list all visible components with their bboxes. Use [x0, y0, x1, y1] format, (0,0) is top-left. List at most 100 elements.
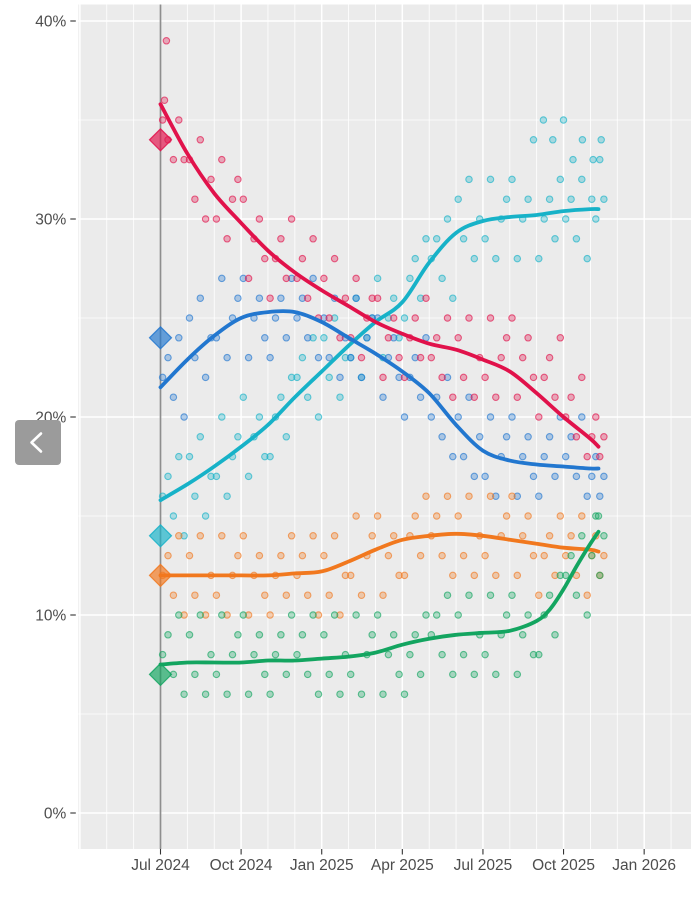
- poll-point: [287, 611, 296, 619]
- poll-point: [373, 611, 382, 619]
- poll-point: [438, 650, 446, 659]
- poll-point: [416, 551, 425, 560]
- poll-point: [567, 433, 575, 441]
- poll-point: [298, 353, 307, 362]
- scroll-left-button[interactable]: [15, 420, 61, 465]
- y-tick-label: 30%: [35, 212, 66, 229]
- poll-point: [266, 353, 274, 362]
- poll-point: [330, 254, 339, 263]
- poll-point: [357, 591, 366, 599]
- poll-point: [535, 254, 543, 263]
- poll-point: [502, 195, 511, 203]
- poll-point: [540, 551, 548, 560]
- poll-point: [513, 670, 522, 679]
- poll-point: [341, 294, 350, 302]
- poll-point: [540, 452, 548, 461]
- poll-point: [309, 235, 317, 243]
- poll-point: [438, 433, 446, 441]
- poll-point: [486, 175, 495, 184]
- poll-point: [540, 373, 548, 382]
- poll-point: [508, 413, 516, 421]
- poll-point: [379, 690, 387, 698]
- poll-point: [277, 551, 285, 560]
- poll-point: [212, 670, 221, 679]
- poll-point: [422, 235, 430, 243]
- poll-point: [432, 611, 441, 619]
- poll-point: [234, 551, 242, 560]
- poll-point: [422, 294, 430, 302]
- x-tick-label: Oct 2025: [532, 857, 595, 874]
- poll-point: [212, 472, 221, 481]
- poll-point: [309, 611, 317, 619]
- poll-point: [346, 353, 355, 362]
- poll-point: [481, 373, 489, 382]
- poll-point: [524, 433, 532, 441]
- poll-point: [287, 532, 296, 540]
- poll-point: [298, 254, 307, 263]
- poll-point: [298, 631, 307, 639]
- poll-point: [207, 175, 215, 184]
- poll-point: [255, 294, 264, 302]
- poll-point: [545, 433, 554, 441]
- poll-point: [556, 334, 565, 342]
- poll-point: [223, 235, 231, 243]
- poll-point: [191, 195, 199, 203]
- poll-point: [325, 373, 333, 382]
- poll-point: [218, 413, 226, 421]
- poll-point: [449, 393, 457, 401]
- poll-point: [212, 215, 221, 223]
- poll-point: [164, 551, 172, 560]
- poll-point: [583, 492, 591, 500]
- x-tick-label: Jul 2025: [454, 857, 513, 874]
- poll-point: [545, 591, 554, 599]
- poll-point: [561, 571, 570, 580]
- poll-point: [330, 314, 339, 322]
- poll-point: [395, 334, 403, 342]
- poll-point: [583, 254, 591, 263]
- poll-point: [422, 492, 430, 500]
- poll-point: [508, 175, 516, 184]
- x-tick-label: Jan 2026: [612, 857, 676, 874]
- poll-point: [518, 532, 527, 540]
- poll-point: [346, 670, 355, 679]
- poll-point: [492, 492, 500, 500]
- poll-point: [502, 512, 511, 520]
- poll-point: [277, 393, 285, 401]
- poll-point: [261, 452, 269, 461]
- poll-point: [196, 532, 205, 540]
- chevron-left-icon: [30, 432, 43, 453]
- poll-point: [583, 591, 591, 599]
- poll-point: [422, 611, 430, 619]
- poll-point: [539, 116, 548, 124]
- poll-point: [185, 314, 194, 322]
- poll-point: [368, 532, 376, 540]
- poll-point: [207, 472, 215, 481]
- poll-point: [191, 591, 199, 599]
- poll-point: [352, 274, 360, 283]
- poll-point: [432, 235, 441, 243]
- poll-point: [578, 532, 586, 540]
- poll-point: [551, 393, 559, 401]
- poll-point: [389, 631, 398, 639]
- poll-point: [529, 136, 538, 144]
- poll-point: [271, 314, 280, 322]
- poll-point: [465, 591, 473, 599]
- poll-point: [551, 235, 559, 243]
- poll-point: [303, 294, 312, 302]
- poll-point: [180, 611, 188, 619]
- election-result-marker-blue: [148, 325, 173, 350]
- poll-point: [164, 353, 172, 362]
- poll-point: [287, 274, 296, 283]
- poll-point: [492, 670, 500, 679]
- poll-point: [508, 492, 516, 500]
- poll-point: [180, 532, 188, 540]
- poll-point: [175, 532, 183, 540]
- poll-point: [556, 512, 565, 520]
- poll-point: [597, 136, 605, 144]
- poll-point: [180, 690, 188, 698]
- poll-point: [492, 254, 500, 263]
- poll-point: [395, 373, 403, 382]
- election-result-marker-red: [148, 127, 173, 152]
- poll-point: [175, 116, 183, 124]
